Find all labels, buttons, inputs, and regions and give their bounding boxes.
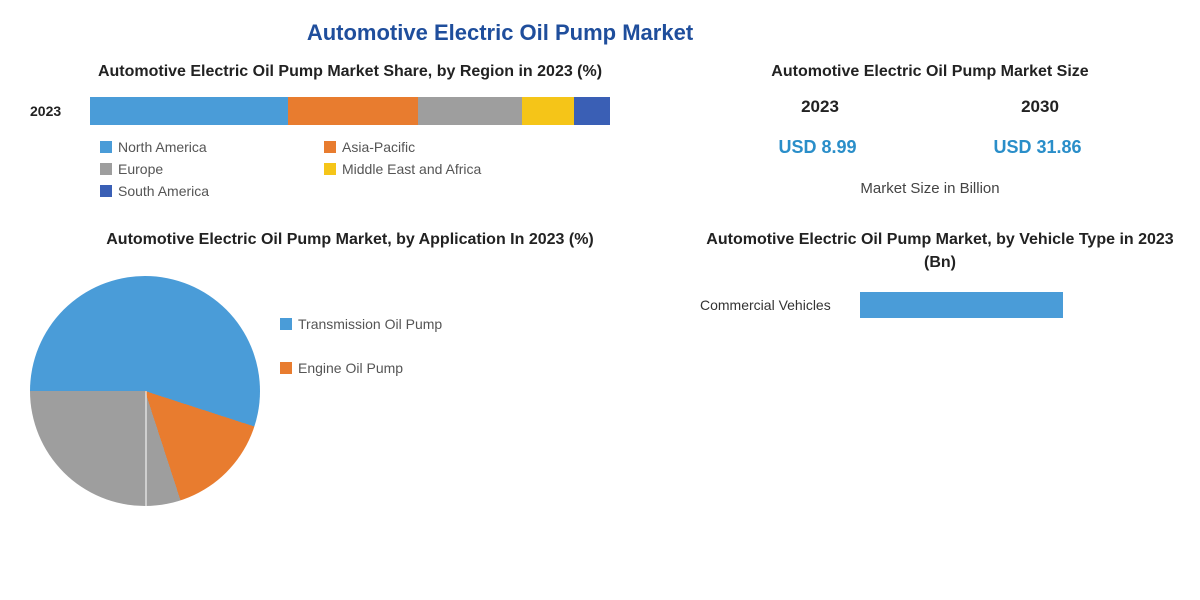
bottom-row: Automotive Electric Oil Pump Market, by … <box>30 229 1170 405</box>
application-legend: Transmission Oil Pump Engine Oil Pump <box>280 316 442 376</box>
legend-item: Transmission Oil Pump <box>280 316 442 332</box>
region-legend: North America Asia-Pacific Europe Middle Ea… <box>100 139 670 199</box>
main-title: Automotive Electric Oil Pump Market <box>0 20 1170 46</box>
region-share-panel: Automotive Electric Oil Pump Market Shar… <box>30 61 670 199</box>
legend-swatch <box>324 141 336 153</box>
size-year-0: 2023 <box>801 97 839 117</box>
application-pie <box>30 276 260 506</box>
legend-label: Europe <box>118 161 163 177</box>
legend-label: Asia-Pacific <box>342 139 415 155</box>
size-title: Automotive Electric Oil Pump Market Size <box>710 61 1150 83</box>
legend-swatch <box>280 318 292 330</box>
legend-item: Europe <box>100 161 300 177</box>
legend-item: Asia-Pacific <box>324 139 524 155</box>
application-panel: Automotive Electric Oil Pump Market, by … <box>30 229 670 405</box>
legend-label: Transmission Oil Pump <box>298 316 442 332</box>
size-note: Market Size in Billion <box>710 180 1150 197</box>
size-value-1: USD 31.86 <box>993 137 1081 158</box>
region-chart-title: Automotive Electric Oil Pump Market Shar… <box>30 61 670 83</box>
region-segment <box>574 97 610 125</box>
legend-item: Middle East and Africa <box>324 161 524 177</box>
size-year-1: 2030 <box>1021 97 1059 117</box>
region-year-label: 2023 <box>30 103 90 119</box>
legend-label: Engine Oil Pump <box>298 360 403 376</box>
top-row: Automotive Electric Oil Pump Market Shar… <box>30 61 1170 199</box>
vehicle-type-panel: Automotive Electric Oil Pump Market, by … <box>700 229 1180 405</box>
legend-swatch <box>324 163 336 175</box>
legend-item: South America <box>100 183 300 199</box>
size-years-row: 2023 2030 <box>710 97 1150 117</box>
legend-label: North America <box>118 139 207 155</box>
vehicle-title: Automotive Electric Oil Pump Market, by … <box>700 229 1180 274</box>
legend-swatch <box>100 185 112 197</box>
legend-item: Engine Oil Pump <box>280 360 442 376</box>
vehicle-bar-chart: Commercial Vehicles <box>700 292 1180 318</box>
legend-item: North America <box>100 139 300 155</box>
size-value-0: USD 8.99 <box>778 137 856 158</box>
legend-swatch <box>280 362 292 374</box>
region-segment <box>288 97 418 125</box>
legend-swatch <box>100 163 112 175</box>
region-segment <box>90 97 288 125</box>
stacked-bar-row: 2023 <box>30 97 670 125</box>
legend-label: Middle East and Africa <box>342 161 481 177</box>
size-values-row: USD 8.99 USD 31.86 <box>710 137 1150 158</box>
region-segment <box>418 97 522 125</box>
legend-label: South America <box>118 183 209 199</box>
application-title: Automotive Electric Oil Pump Market, by … <box>30 229 670 251</box>
pie-wrap: Transmission Oil Pump Engine Oil Pump <box>30 266 670 406</box>
region-stacked-bar <box>90 97 610 125</box>
legend-swatch <box>100 141 112 153</box>
region-segment <box>522 97 574 125</box>
bar-row: Commercial Vehicles <box>700 292 1180 318</box>
market-size-panel: Automotive Electric Oil Pump Market Size… <box>710 61 1150 199</box>
bar-label: Commercial Vehicles <box>700 297 860 313</box>
hbar <box>860 292 1063 318</box>
